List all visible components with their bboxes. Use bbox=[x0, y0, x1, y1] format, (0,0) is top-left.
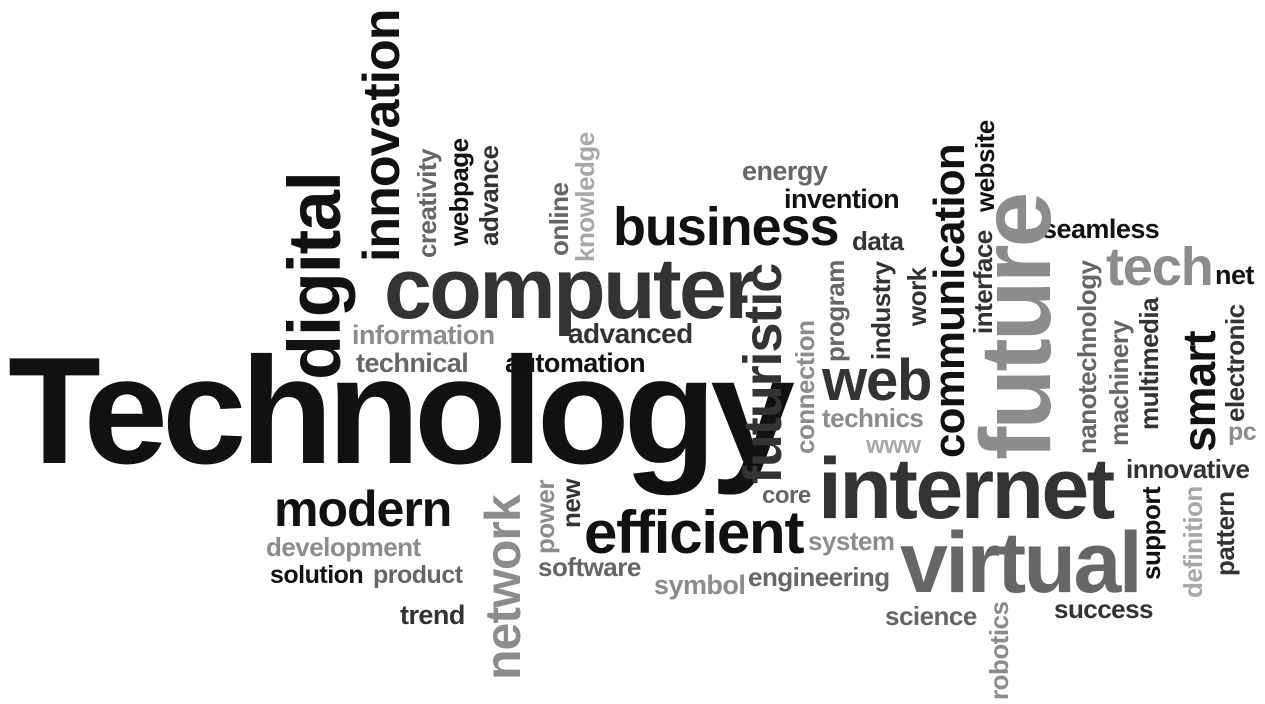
word-trend: trend bbox=[400, 600, 465, 630]
word-invention: invention bbox=[784, 184, 900, 214]
word-automation: automation bbox=[505, 348, 646, 378]
word-efficient: efficient bbox=[584, 499, 804, 566]
word-advance: advance bbox=[474, 145, 504, 246]
word-net: net bbox=[1215, 260, 1254, 290]
word-robotics: robotics bbox=[984, 601, 1014, 700]
word-advanced: advanced bbox=[568, 318, 693, 349]
word-technical: technical bbox=[356, 348, 469, 378]
word-digital: digital bbox=[273, 172, 356, 380]
word-electronic: electronic bbox=[1220, 304, 1250, 422]
word-product: product bbox=[373, 561, 463, 589]
word-connection: connection bbox=[790, 320, 820, 454]
word-multimedia: multimedia bbox=[1134, 297, 1164, 430]
word-information: information bbox=[352, 320, 495, 350]
word-software: software bbox=[538, 552, 641, 582]
word-network: network bbox=[475, 495, 531, 680]
word-webpage: webpage bbox=[444, 138, 474, 246]
word-energy: energy bbox=[742, 156, 828, 186]
word-modern: modern bbox=[274, 481, 452, 537]
word-system: system bbox=[808, 526, 895, 556]
word-seamless: seamless bbox=[1042, 214, 1160, 244]
word-industry: industry bbox=[866, 261, 896, 360]
word-www: www bbox=[866, 432, 921, 459]
word-pc: pc bbox=[1228, 418, 1257, 446]
word-machinery: machinery bbox=[1104, 320, 1134, 446]
word-symbol: symbol bbox=[654, 570, 746, 600]
word-development: development bbox=[266, 532, 421, 562]
word-pattern: pattern bbox=[1210, 491, 1240, 576]
word-support: support bbox=[1136, 486, 1166, 580]
word-technics: technics bbox=[822, 403, 924, 433]
word-online: online bbox=[544, 182, 574, 256]
word-virtual: virtual bbox=[900, 515, 1143, 611]
word-smart: smart bbox=[1173, 331, 1225, 452]
word-knowledge: knowledge bbox=[570, 132, 600, 262]
word-nanotechnology: nanotechnology bbox=[1072, 260, 1102, 455]
word-innovative: innovative bbox=[1126, 454, 1250, 484]
word-data: data bbox=[852, 226, 904, 256]
word-innovation: innovation bbox=[353, 9, 411, 262]
word-tech: tech bbox=[1106, 237, 1214, 297]
word-success: success bbox=[1054, 594, 1154, 624]
word-engineering: engineering bbox=[748, 562, 890, 592]
word-solution: solution bbox=[270, 561, 364, 589]
word-new: new bbox=[556, 478, 586, 528]
word-creativity: creativity bbox=[412, 149, 442, 258]
word-program: program bbox=[820, 260, 850, 362]
word-computer: computer bbox=[384, 241, 758, 337]
word-business: business bbox=[613, 197, 840, 257]
word-internet: internet bbox=[818, 441, 1115, 537]
word-core: core bbox=[762, 482, 811, 509]
word-technology: Technology bbox=[8, 326, 795, 496]
word-futuristic: futuristic bbox=[733, 263, 793, 484]
word-science: science bbox=[885, 601, 977, 631]
word-definition: definition bbox=[1178, 486, 1208, 598]
word-future: future bbox=[960, 194, 1072, 460]
word-web: web bbox=[822, 348, 932, 413]
word-power: power bbox=[530, 480, 560, 554]
